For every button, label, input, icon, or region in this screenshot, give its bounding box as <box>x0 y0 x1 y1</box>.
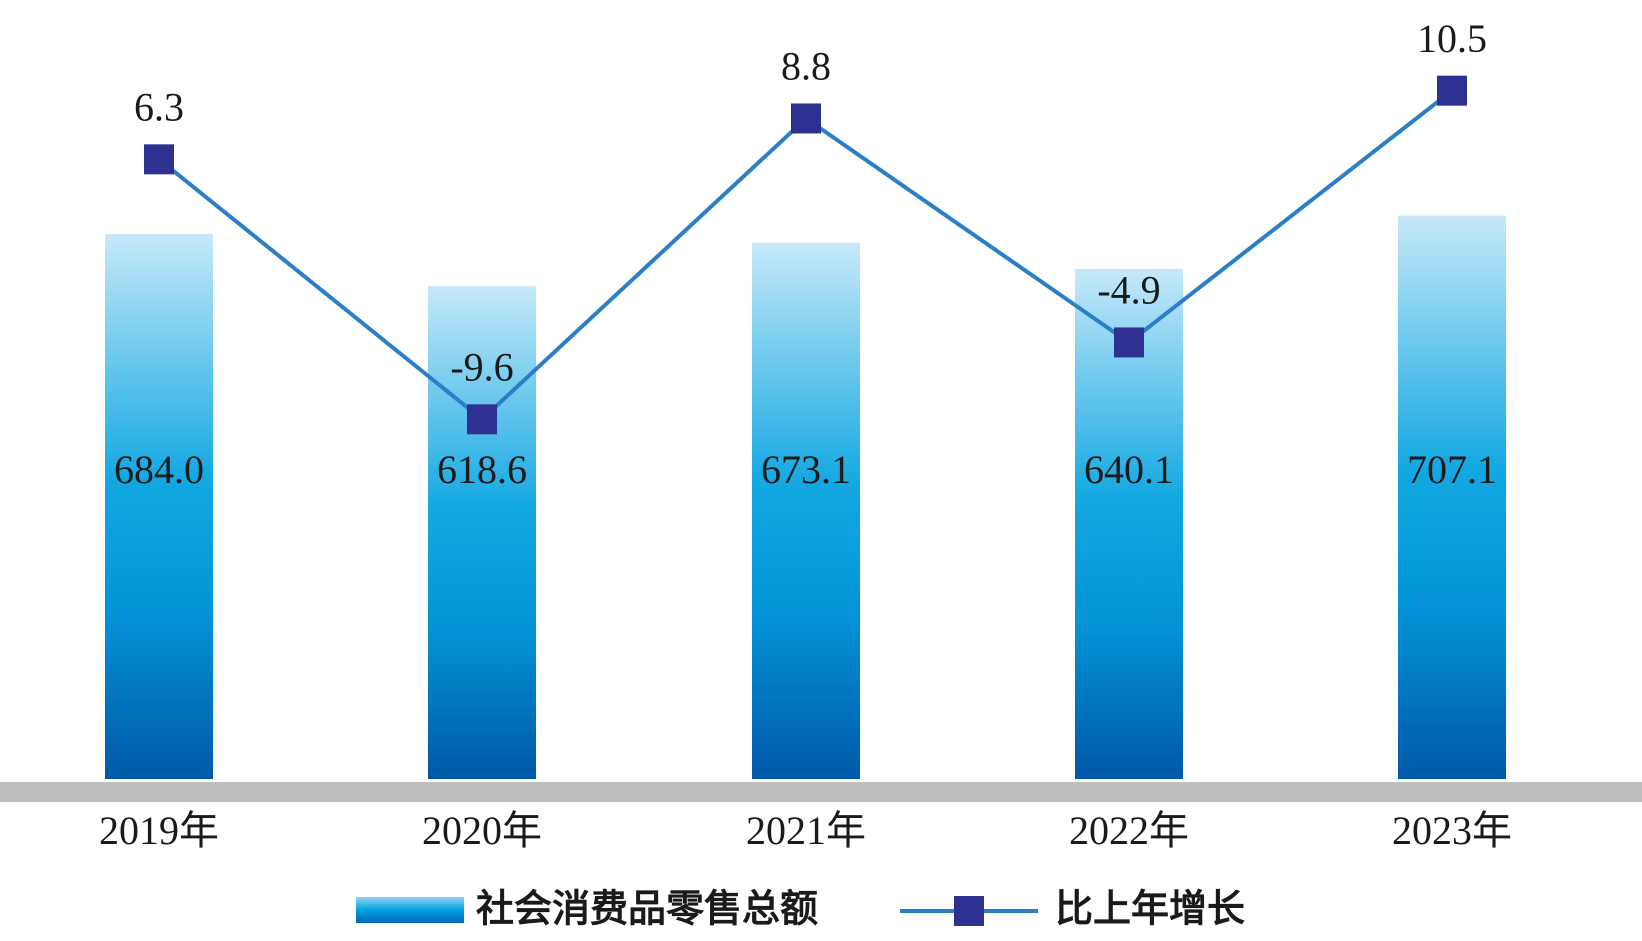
bar <box>1398 215 1506 779</box>
marker <box>1114 327 1144 358</box>
bar-value-label: 618.6 <box>437 447 527 492</box>
legend-label: 社会消费品零售总额 <box>476 887 818 931</box>
bar-value-label: 707.1 <box>1407 447 1497 492</box>
x-tick-label: 2019年 <box>99 808 219 853</box>
marker <box>144 144 174 175</box>
bar <box>105 233 213 779</box>
bar-value-label: 673.1 <box>761 447 851 492</box>
bar <box>428 286 536 779</box>
x-tick-label: 2023年 <box>1392 808 1512 853</box>
marker <box>467 404 497 435</box>
x-tick-label: 2020年 <box>422 808 542 853</box>
line-value-label: 8.8 <box>781 44 831 89</box>
bar-value-label: 684.0 <box>114 447 204 492</box>
x-tick-label: 2022年 <box>1069 808 1189 853</box>
x-tick-label: 2021年 <box>746 808 866 853</box>
legend-swatch <box>356 897 464 923</box>
marker <box>1437 75 1467 106</box>
x-axis-band <box>0 782 1642 802</box>
legend-marker <box>954 896 984 926</box>
line-value-label: 6.3 <box>134 85 184 130</box>
legend-label: 比上年增长 <box>1055 887 1245 931</box>
marker <box>791 103 821 134</box>
line-value-label: -9.6 <box>450 344 513 389</box>
line-value-label: 10.5 <box>1417 16 1487 61</box>
bar <box>752 242 860 780</box>
bar-value-label: 640.1 <box>1084 447 1174 492</box>
line-value-label: -4.9 <box>1097 268 1160 313</box>
